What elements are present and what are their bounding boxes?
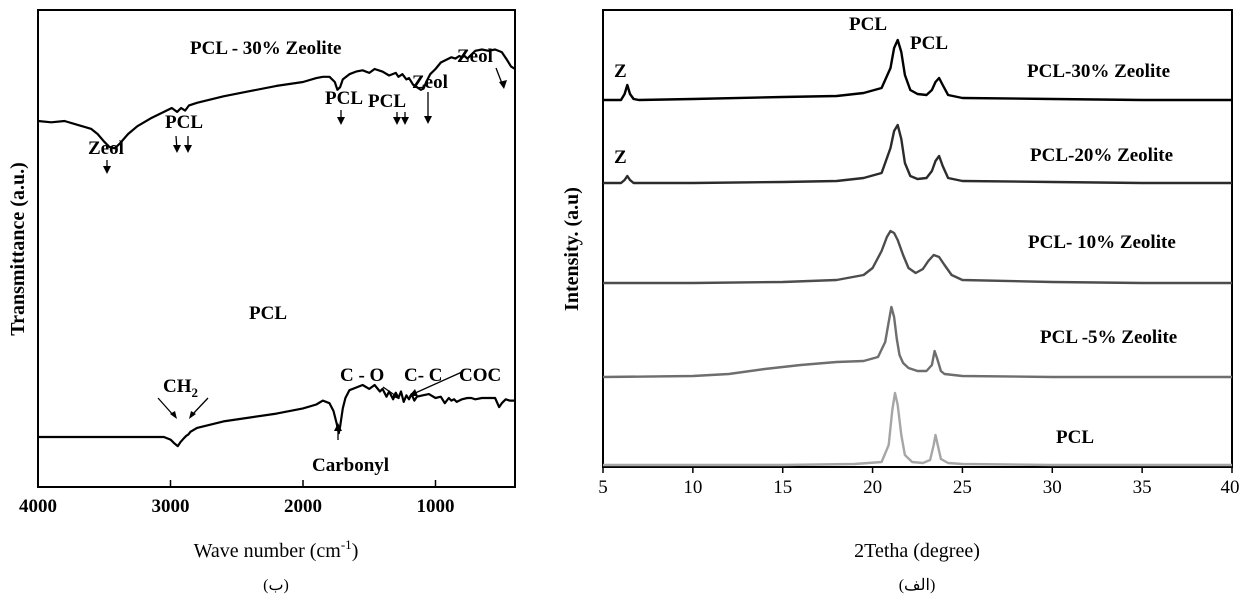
xrd-xtick-label: 25 — [953, 477, 972, 498]
ftir-plot-frame — [37, 9, 516, 488]
ftir-annotation-arrows — [103, 67, 507, 440]
arrowhead — [499, 80, 507, 89]
xrd-series-label: PCL -5% Zeolite — [1040, 327, 1177, 348]
ftir-annotation: C - O — [340, 365, 384, 386]
xrd-peak-label: PCL — [910, 33, 948, 54]
xrd-xtick-label: 15 — [773, 477, 792, 498]
ftir-annotation: PCL — [325, 88, 363, 109]
arrowhead — [184, 145, 192, 153]
ftir-series-line — [38, 383, 515, 448]
ftir-annotation: Zeol — [88, 138, 124, 159]
xrd-xtick-label: 40 — [1221, 477, 1240, 498]
ftir-caption: (ب) — [263, 577, 289, 594]
arrowhead — [337, 117, 345, 125]
ftir-annotation: Zeol — [412, 72, 448, 93]
arrowhead — [103, 166, 111, 174]
ftir-y-axis-label: Transmittance (a.u.) — [7, 162, 29, 336]
xrd-peak-label: Z — [614, 61, 627, 82]
arrowhead — [173, 145, 181, 153]
xrd-series-line — [602, 305, 1232, 379]
xrd-y-axis-label: Intensity. (a.u) — [561, 187, 583, 311]
xrd-xtick-label: 10 — [683, 477, 702, 498]
xrd-series-line — [603, 229, 1232, 285]
xrd-series-label: PCL- 10% Zeolite — [1028, 232, 1176, 253]
arrowhead — [392, 392, 400, 399]
arrowhead — [170, 411, 177, 419]
xrd-plot-frame — [602, 9, 1233, 468]
ftir-annotation: Zeol — [457, 46, 493, 67]
ftir-annotation: COC — [459, 365, 501, 386]
ftir-xtick-label: 1000 — [417, 496, 455, 517]
xrd-xtick-label: 30 — [1043, 477, 1062, 498]
ftir-annotation: Carbonyl — [312, 455, 389, 476]
xrd-series-group — [602, 38, 1232, 467]
xrd-peak-label: Z — [614, 147, 627, 168]
xrd-x-ticks — [602, 467, 1233, 473]
xrd-xtick-label: 35 — [1133, 477, 1152, 498]
xrd-series-line — [603, 38, 1232, 102]
arrow-ch2-left — [157, 397, 175, 417]
ftir-x-axis-label: Wave number (cm-1) — [194, 537, 359, 562]
xrd-series-line — [603, 123, 1232, 185]
arrowhead — [409, 389, 418, 396]
xrd-series-line — [603, 391, 1232, 467]
arrow-coc — [412, 371, 463, 395]
ftir-annotation: PCL — [165, 112, 203, 133]
arrowhead — [189, 411, 196, 419]
xrd-series-label: PCL — [1056, 427, 1094, 448]
ftir-series-group — [37, 48, 516, 448]
xrd-peak-label: PCL — [849, 14, 887, 35]
ftir-series-label-pcl: PCL — [249, 303, 287, 324]
ftir-x-ticks — [37, 480, 437, 487]
ftir-series-line — [37, 48, 516, 150]
ftir-annotation: PCL — [368, 91, 406, 112]
xrd-xtick-label: 5 — [598, 477, 608, 498]
arrowhead — [401, 117, 409, 125]
xrd-caption: (الف) — [899, 577, 936, 594]
arrowhead — [334, 423, 342, 431]
ftir-series-label-pcl30: PCL - 30% Zeolite — [190, 38, 341, 59]
xrd-series-label: PCL-30% Zeolite — [1027, 61, 1170, 82]
ftir-annotation: CH2 — [163, 376, 198, 400]
xrd-series-label: PCL-20% Zeolite — [1030, 145, 1173, 166]
xrd-x-axis-label: 2Tetha (degree) — [854, 540, 980, 562]
ftir-panel: 4000 3000 2000 1000 PCL - 30% Zeolite PC… — [7, 9, 516, 594]
arrowhead — [393, 117, 401, 125]
ftir-xtick-label: 2000 — [284, 496, 322, 517]
xrd-xtick-label: 20 — [863, 477, 882, 498]
arrowhead — [424, 116, 432, 124]
ftir-xtick-label: 4000 — [19, 496, 57, 517]
xrd-panel: 5 10 15 20 25 30 35 40 PCL PCL Z Z PCL-3… — [561, 9, 1240, 594]
ftir-xtick-label: 3000 — [152, 496, 190, 517]
ftir-annotation: C- C — [404, 365, 443, 386]
